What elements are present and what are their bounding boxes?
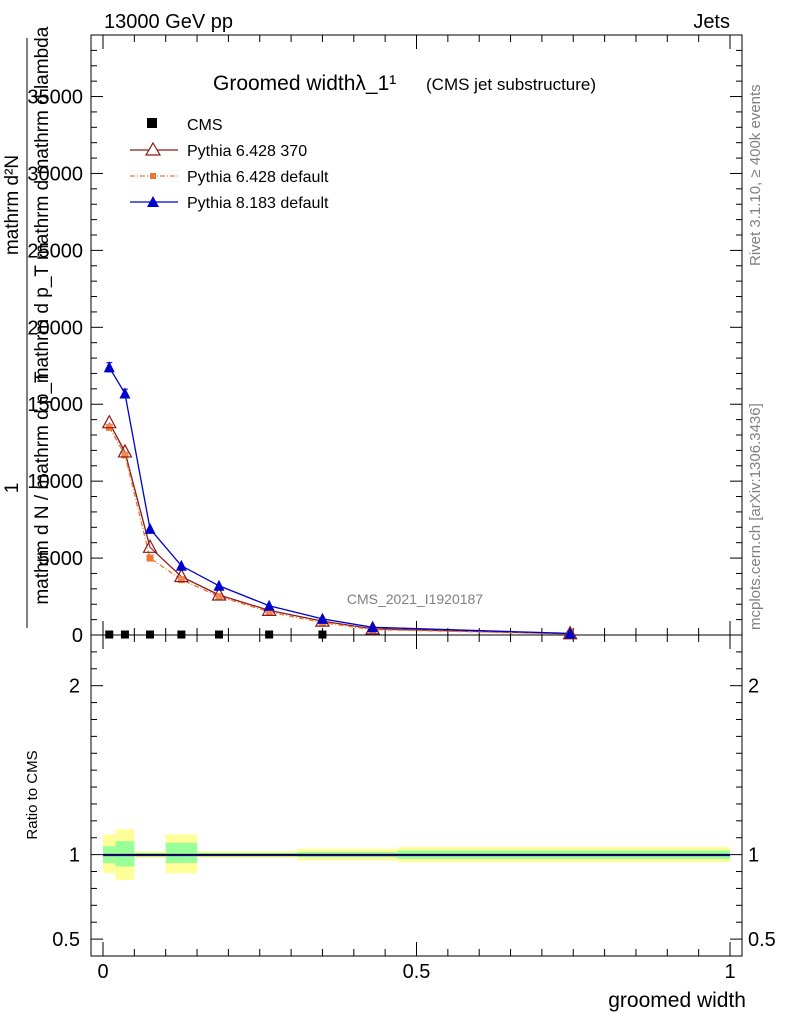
x-tick-label: 0.5 [403,961,431,983]
ratio-tick-label-right: 1 [748,845,759,867]
p8-default-point [103,361,115,373]
p6-370-point [211,586,227,601]
cms-point [146,630,155,639]
energy-label: 13000 GeV pp [104,11,233,33]
x-tick-label: 0 [97,961,108,983]
y-tick-label: 20000 [27,317,83,339]
legend-p6-default-marker [150,173,156,179]
p6-370-point [173,568,189,583]
y-tick-label: 15000 [27,394,83,416]
series-line-3 [108,366,571,635]
p8-default-point [213,579,225,591]
ratio-band-inner [165,842,198,864]
p6-default-point [121,451,129,459]
ylabel-prefix: 1 [2,483,23,494]
ratio-tick-label-right: 2 [748,676,759,698]
x-tick-label: 1 [724,961,735,983]
legend-p8-default-label: Pythia 8.183 default [187,195,329,212]
ratio-tick-label: 0.5 [52,929,80,951]
ylabel-prefix-denominator: mathrm d N / mathrm d p_T [32,371,53,605]
y-tick-label: 25000 [27,240,83,262]
p6-default-point [177,576,185,584]
legend-cms-marker [147,118,157,128]
y-axis-label: mathrm d²N mathrm d p_T mathrm d mathrm … [2,26,53,628]
cms-point [120,630,129,639]
analysis-label: CMS_2021_I1920187 [347,591,483,607]
p6-default-point [265,608,273,616]
p8-default-point [175,559,187,571]
p6-370-point [101,414,117,429]
y-tick-label: 10000 [27,471,83,493]
p8-default-point [144,522,156,534]
y-tick-label-zero: 0 [72,625,83,647]
ratio-lines [103,853,730,857]
p6-370-point [117,443,133,458]
mcplots-source-label: mcplots.cern.ch [arXiv:1306.3436] [747,403,764,630]
x-axis-label: groomed width [608,989,746,1012]
chart-subtitle: (CMS jet substructure) [426,75,596,94]
category-label: Jets [693,11,730,33]
p8-default-point [119,387,131,399]
series-group [101,361,578,640]
p6-default-point [146,554,154,562]
ratio-tick-label: 2 [69,676,80,698]
rivet-version-label: Rivet 3.1.10, ≥ 400k events [747,84,764,266]
p6-default-point [215,593,223,601]
y-tick-label: 35000 [27,87,83,109]
cms-point [318,630,327,639]
series-line-2 [108,426,571,635]
cms-point [105,630,114,639]
ylabel-denominator: mathrm d p_T mathrm d mathrm d lambda [32,26,53,383]
ylabel-numerator: mathrm d²N [2,155,23,255]
ratio-band-inner [115,841,135,867]
ratio-tick-label: 1 [69,845,80,867]
ratio-plot-frame [90,634,743,957]
y-tick-label: 5000 [39,548,84,570]
ratio-y-axis-label: Ratio to CMS [24,750,41,839]
legend-cms-label: CMS [187,117,223,134]
y-tick-label: 30000 [27,163,83,185]
legend-p8-default-marker [147,196,159,207]
legend: CMS Pythia 6.428 370 Pythia 6.428 defaul… [130,117,329,212]
p8-default-point [564,627,576,639]
legend-p6-default-label: Pythia 6.428 default [187,169,329,186]
axes: 5000 10000 15000 20000 25000 30000 35000 0 0 0.5 1… [27,35,776,983]
p8-default-point [367,621,379,633]
cms-point [177,630,186,639]
legend-p6-370-marker [144,141,162,156]
ratio-tick-label-right: 0.5 [748,929,776,951]
p8-default-point [263,599,275,611]
chart-title: Groomed widthλ_1¹ [213,72,396,95]
cms-point [214,630,223,639]
p6-370-point [142,539,158,553]
series-line-1 [108,422,571,635]
cms-point [265,630,274,639]
p8-default-point [316,612,328,624]
legend-p6-370-label: Pythia 6.428 370 [187,143,307,160]
